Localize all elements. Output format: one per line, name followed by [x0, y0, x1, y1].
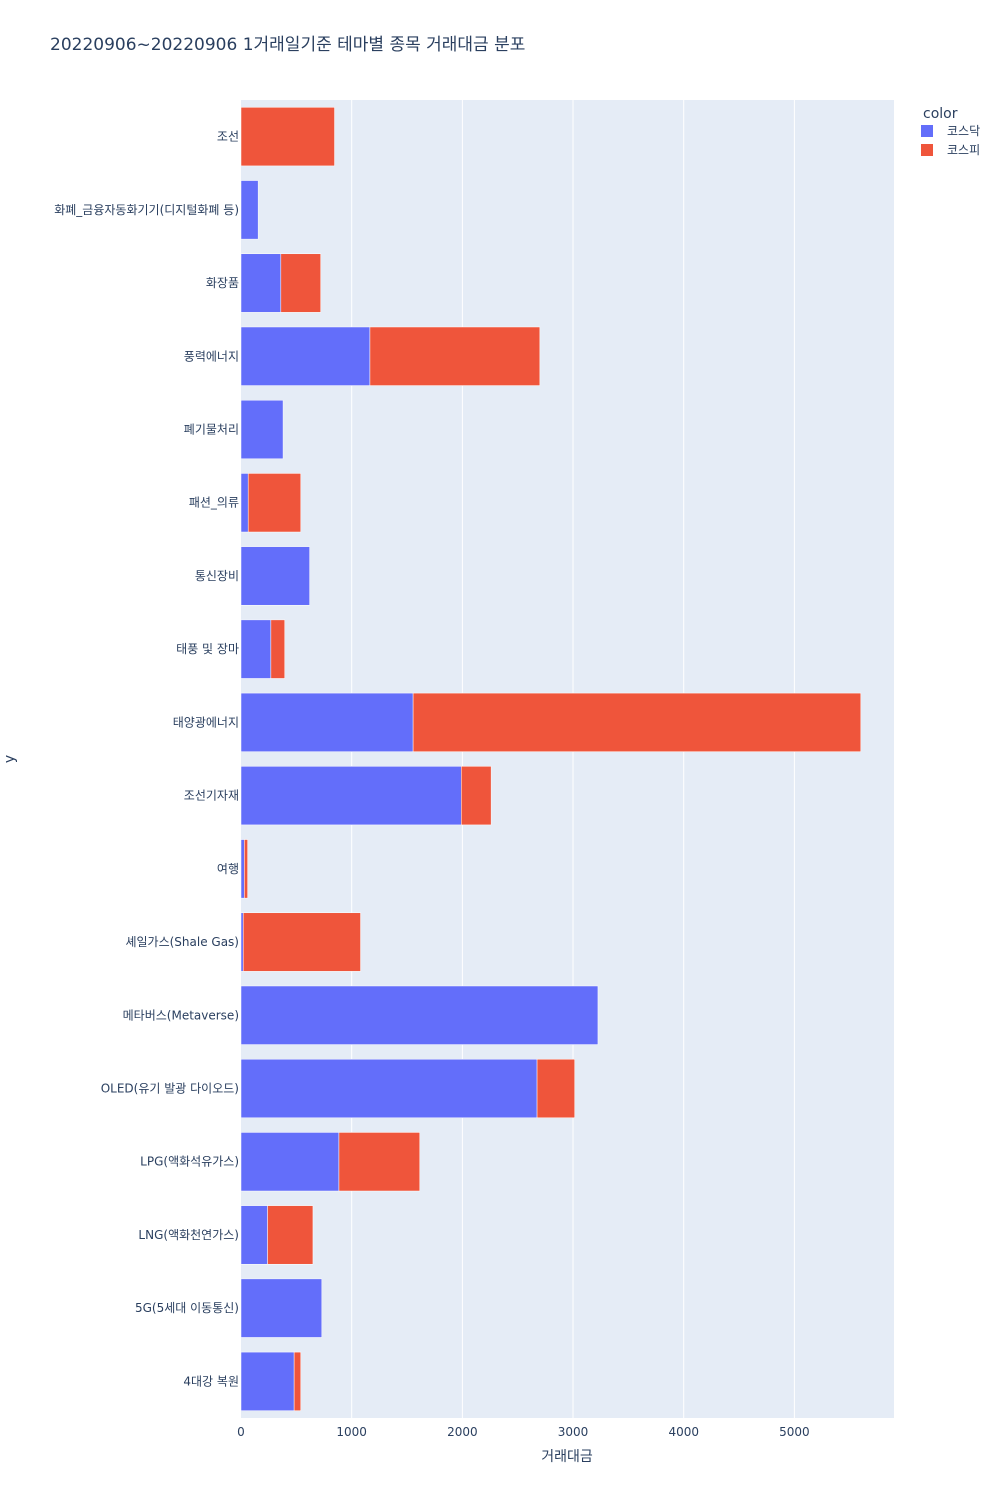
x-tick-label: 0: [237, 1425, 245, 1439]
bar-kosdaq: [240, 1278, 323, 1338]
plot-area: [241, 100, 894, 1418]
bar-kosdaq: [240, 1205, 268, 1265]
y-tick-label: 화장품: [206, 276, 239, 290]
bar-kospi: [338, 1132, 420, 1192]
bar-kospi: [240, 107, 335, 167]
bar-kosdaq: [240, 399, 284, 460]
bar-kosdaq: [240, 985, 599, 1045]
bar-kosdaq: [240, 1058, 538, 1119]
bar-kosdaq: [240, 1351, 295, 1411]
y-tick-label: LPG(액화석유가스): [140, 1155, 239, 1169]
y-tick-label: 태양광에너지: [173, 715, 239, 729]
x-tick-label: 2000: [447, 1425, 478, 1439]
x-tick-label: 3000: [558, 1425, 589, 1439]
x-tick-label: 5000: [779, 1425, 810, 1439]
y-tick-label: 메타버스(Metaverse): [123, 1008, 239, 1022]
bar-kospi: [280, 253, 321, 313]
y-tick-label: 여행: [217, 861, 239, 876]
bar-kospi: [270, 619, 285, 679]
bar-kosdaq: [240, 1132, 340, 1192]
y-tick-label: 폐기물처리: [184, 423, 239, 437]
legend-label: 코스피: [947, 143, 980, 157]
y-axis-title: y: [2, 755, 18, 763]
x-tick-label: 4000: [668, 1425, 699, 1439]
legend-title: color: [923, 106, 958, 122]
bar-kospi: [293, 1351, 302, 1411]
x-axis-title: 거래대금: [541, 1449, 593, 1465]
bar-kosdaq: [240, 692, 414, 752]
bar-kospi: [247, 473, 302, 533]
chart-title: 20220906~20220906 1거래일기준 테마별 종목 거래대금 분포: [50, 35, 525, 55]
bar-kospi: [244, 839, 248, 899]
bar-kosdaq: [240, 546, 310, 606]
y-tick-label: 풍력에너지: [184, 349, 239, 363]
x-tick-label: 1000: [336, 1425, 367, 1439]
bar-kosdaq: [240, 180, 259, 240]
y-tick-label: 5G(5세대 이동통신): [135, 1301, 239, 1315]
bar-kosdaq: [240, 839, 245, 899]
y-tick-label: LNG(액화천연가스): [138, 1227, 239, 1242]
bar-kospi: [369, 326, 541, 386]
y-tick-label: 셰일가스(Shale Gas): [125, 935, 239, 949]
bar-kosdaq: [240, 912, 244, 972]
bar-kosdaq: [240, 326, 371, 386]
legend-label: 코스닥: [947, 124, 980, 138]
x-tick-labels: 0 1000 2000 3000 4000 5000: [237, 1425, 809, 1439]
y-tick-label: 통신장비: [195, 569, 239, 583]
bar-kospi: [242, 912, 361, 972]
y-tick-label: OLED(유기 발광 다이오드): [101, 1082, 239, 1096]
bar-kospi: [536, 1058, 575, 1119]
bar-kospi: [460, 766, 492, 826]
y-tick-label: 4대강 복원: [183, 1374, 239, 1388]
legend-swatch: [921, 125, 933, 137]
y-tick-label: 패션_의류: [189, 496, 239, 510]
bar-kosdaq: [240, 766, 462, 826]
y-tick-label: 조선기자재: [184, 789, 239, 803]
bar-kosdaq: [240, 619, 272, 679]
bar-kosdaq: [240, 473, 249, 533]
bar-kosdaq: [240, 253, 282, 313]
bar-kospi: [267, 1205, 314, 1265]
legend-swatch: [921, 144, 933, 156]
y-tick-label: 조선: [217, 130, 239, 144]
y-tick-label: 태풍 및 장마: [176, 642, 239, 656]
bars: [240, 107, 862, 1411]
grid-lines: [351, 100, 795, 1418]
bar-kospi: [412, 692, 862, 752]
y-tick-label: 화폐_금융자동화기기(디지털화폐 등): [54, 203, 239, 217]
